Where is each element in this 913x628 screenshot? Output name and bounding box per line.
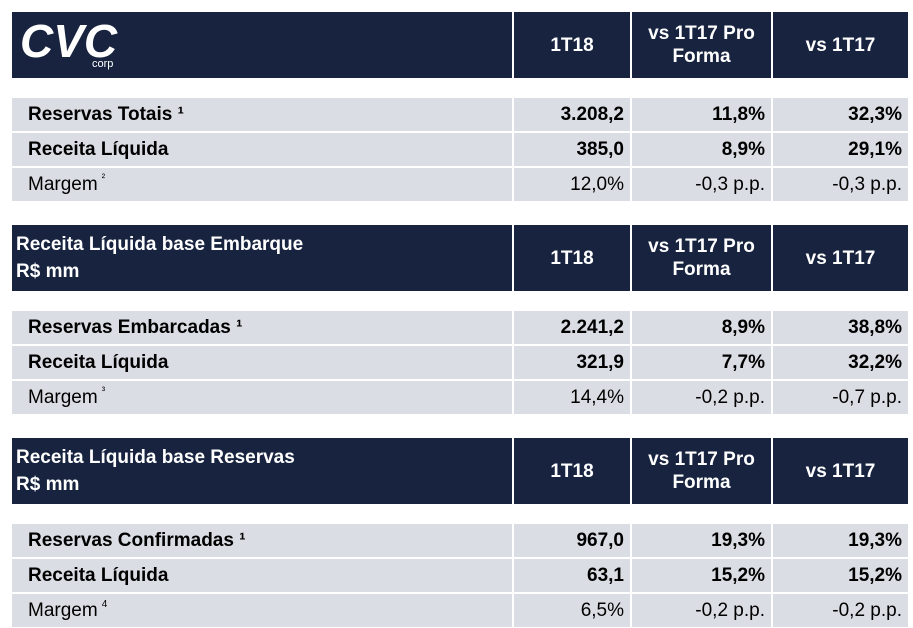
label-text: Reservas Confirmadas ¹ [28, 529, 246, 551]
row-label: Margem 4 [12, 594, 512, 627]
row-label: Margem ³ [12, 381, 512, 414]
column-header: 1T18 [514, 12, 630, 78]
logo-name: CVC [20, 15, 118, 67]
header-title: CVC corp [12, 12, 512, 78]
cell-value: 38,8% [773, 311, 908, 344]
cell-value: -0,3 p.p. [632, 168, 771, 201]
cell-value: 12,0% [514, 168, 630, 201]
column-header: vs 1T17 [773, 12, 908, 78]
header-title-line: Receita Líquida base Reservas [16, 447, 295, 468]
cell-value: 3.208,2 [514, 98, 630, 131]
cell-value: -0,7 p.p. [773, 381, 908, 414]
label-text: Receita Líquida [28, 564, 169, 586]
header-title-line: R$ mm [16, 474, 80, 495]
cell-value: 63,1 [514, 559, 630, 592]
header-title-line: Receita Líquida base Embarque [16, 234, 304, 255]
header-title-line: R$ mm [16, 261, 80, 282]
cell-value: 19,3% [773, 524, 908, 557]
label-text: Margem [28, 386, 98, 408]
cell-value: -0,2 p.p. [632, 594, 771, 627]
row-label: Receita Líquida [12, 133, 512, 166]
cell-value: 32,3% [773, 98, 908, 131]
cell-value: 8,9% [632, 133, 771, 166]
cell-value: 19,3% [632, 524, 771, 557]
logo-sub: corp [92, 58, 114, 70]
label-text: Reservas Embarcadas ¹ [28, 316, 243, 338]
label-text: Reservas Totais ¹ [28, 103, 184, 125]
cell-value: 15,2% [632, 559, 771, 592]
column-header: vs 1T17 [773, 438, 908, 504]
row-label: Margem ² [12, 168, 512, 201]
label-text: Margem [28, 173, 98, 195]
cell-value: 967,0 [514, 524, 630, 557]
column-header: vs 1T17 Pro Forma [632, 12, 771, 78]
cell-value: -0,3 p.p. [773, 168, 908, 201]
cell-value: -0,2 p.p. [632, 381, 771, 414]
cell-value: 29,1% [773, 133, 908, 166]
logo: CVC corp [20, 15, 130, 75]
cell-value: 32,2% [773, 346, 908, 379]
column-header: vs 1T17 Pro Forma [632, 225, 771, 291]
row-label: Receita Líquida [12, 346, 512, 379]
column-header: 1T18 [514, 225, 630, 291]
label-text: Receita Líquida [28, 138, 169, 160]
cell-value: 2.241,2 [514, 311, 630, 344]
label-text: Margem [28, 599, 98, 621]
cell-value: 11,8% [632, 98, 771, 131]
column-header: 1T18 [514, 438, 630, 504]
footnote-mark: ³ [101, 386, 106, 397]
cell-value: 321,9 [514, 346, 630, 379]
row-label: Reservas Totais ¹ [12, 98, 512, 131]
header-title: Receita Líquida base Embarque R$ mm [12, 225, 512, 291]
column-header: vs 1T17 [773, 225, 908, 291]
cell-value: 7,7% [632, 346, 771, 379]
label-text: Receita Líquida [28, 351, 169, 373]
footnote-mark: 4 [101, 599, 108, 610]
cell-value: 14,4% [514, 381, 630, 414]
row-label: Reservas Confirmadas ¹ [12, 524, 512, 557]
column-header: vs 1T17 Pro Forma [632, 438, 771, 504]
row-label: Receita Líquida [12, 559, 512, 592]
row-label: Reservas Embarcadas ¹ [12, 311, 512, 344]
cell-value: 6,5% [514, 594, 630, 627]
header-title: Receita Líquida base Reservas R$ mm [12, 438, 512, 504]
cell-value: 385,0 [514, 133, 630, 166]
cell-value: -0,2 p.p. [773, 594, 908, 627]
cell-value: 15,2% [773, 559, 908, 592]
footnote-mark: ² [101, 173, 106, 184]
cell-value: 8,9% [632, 311, 771, 344]
